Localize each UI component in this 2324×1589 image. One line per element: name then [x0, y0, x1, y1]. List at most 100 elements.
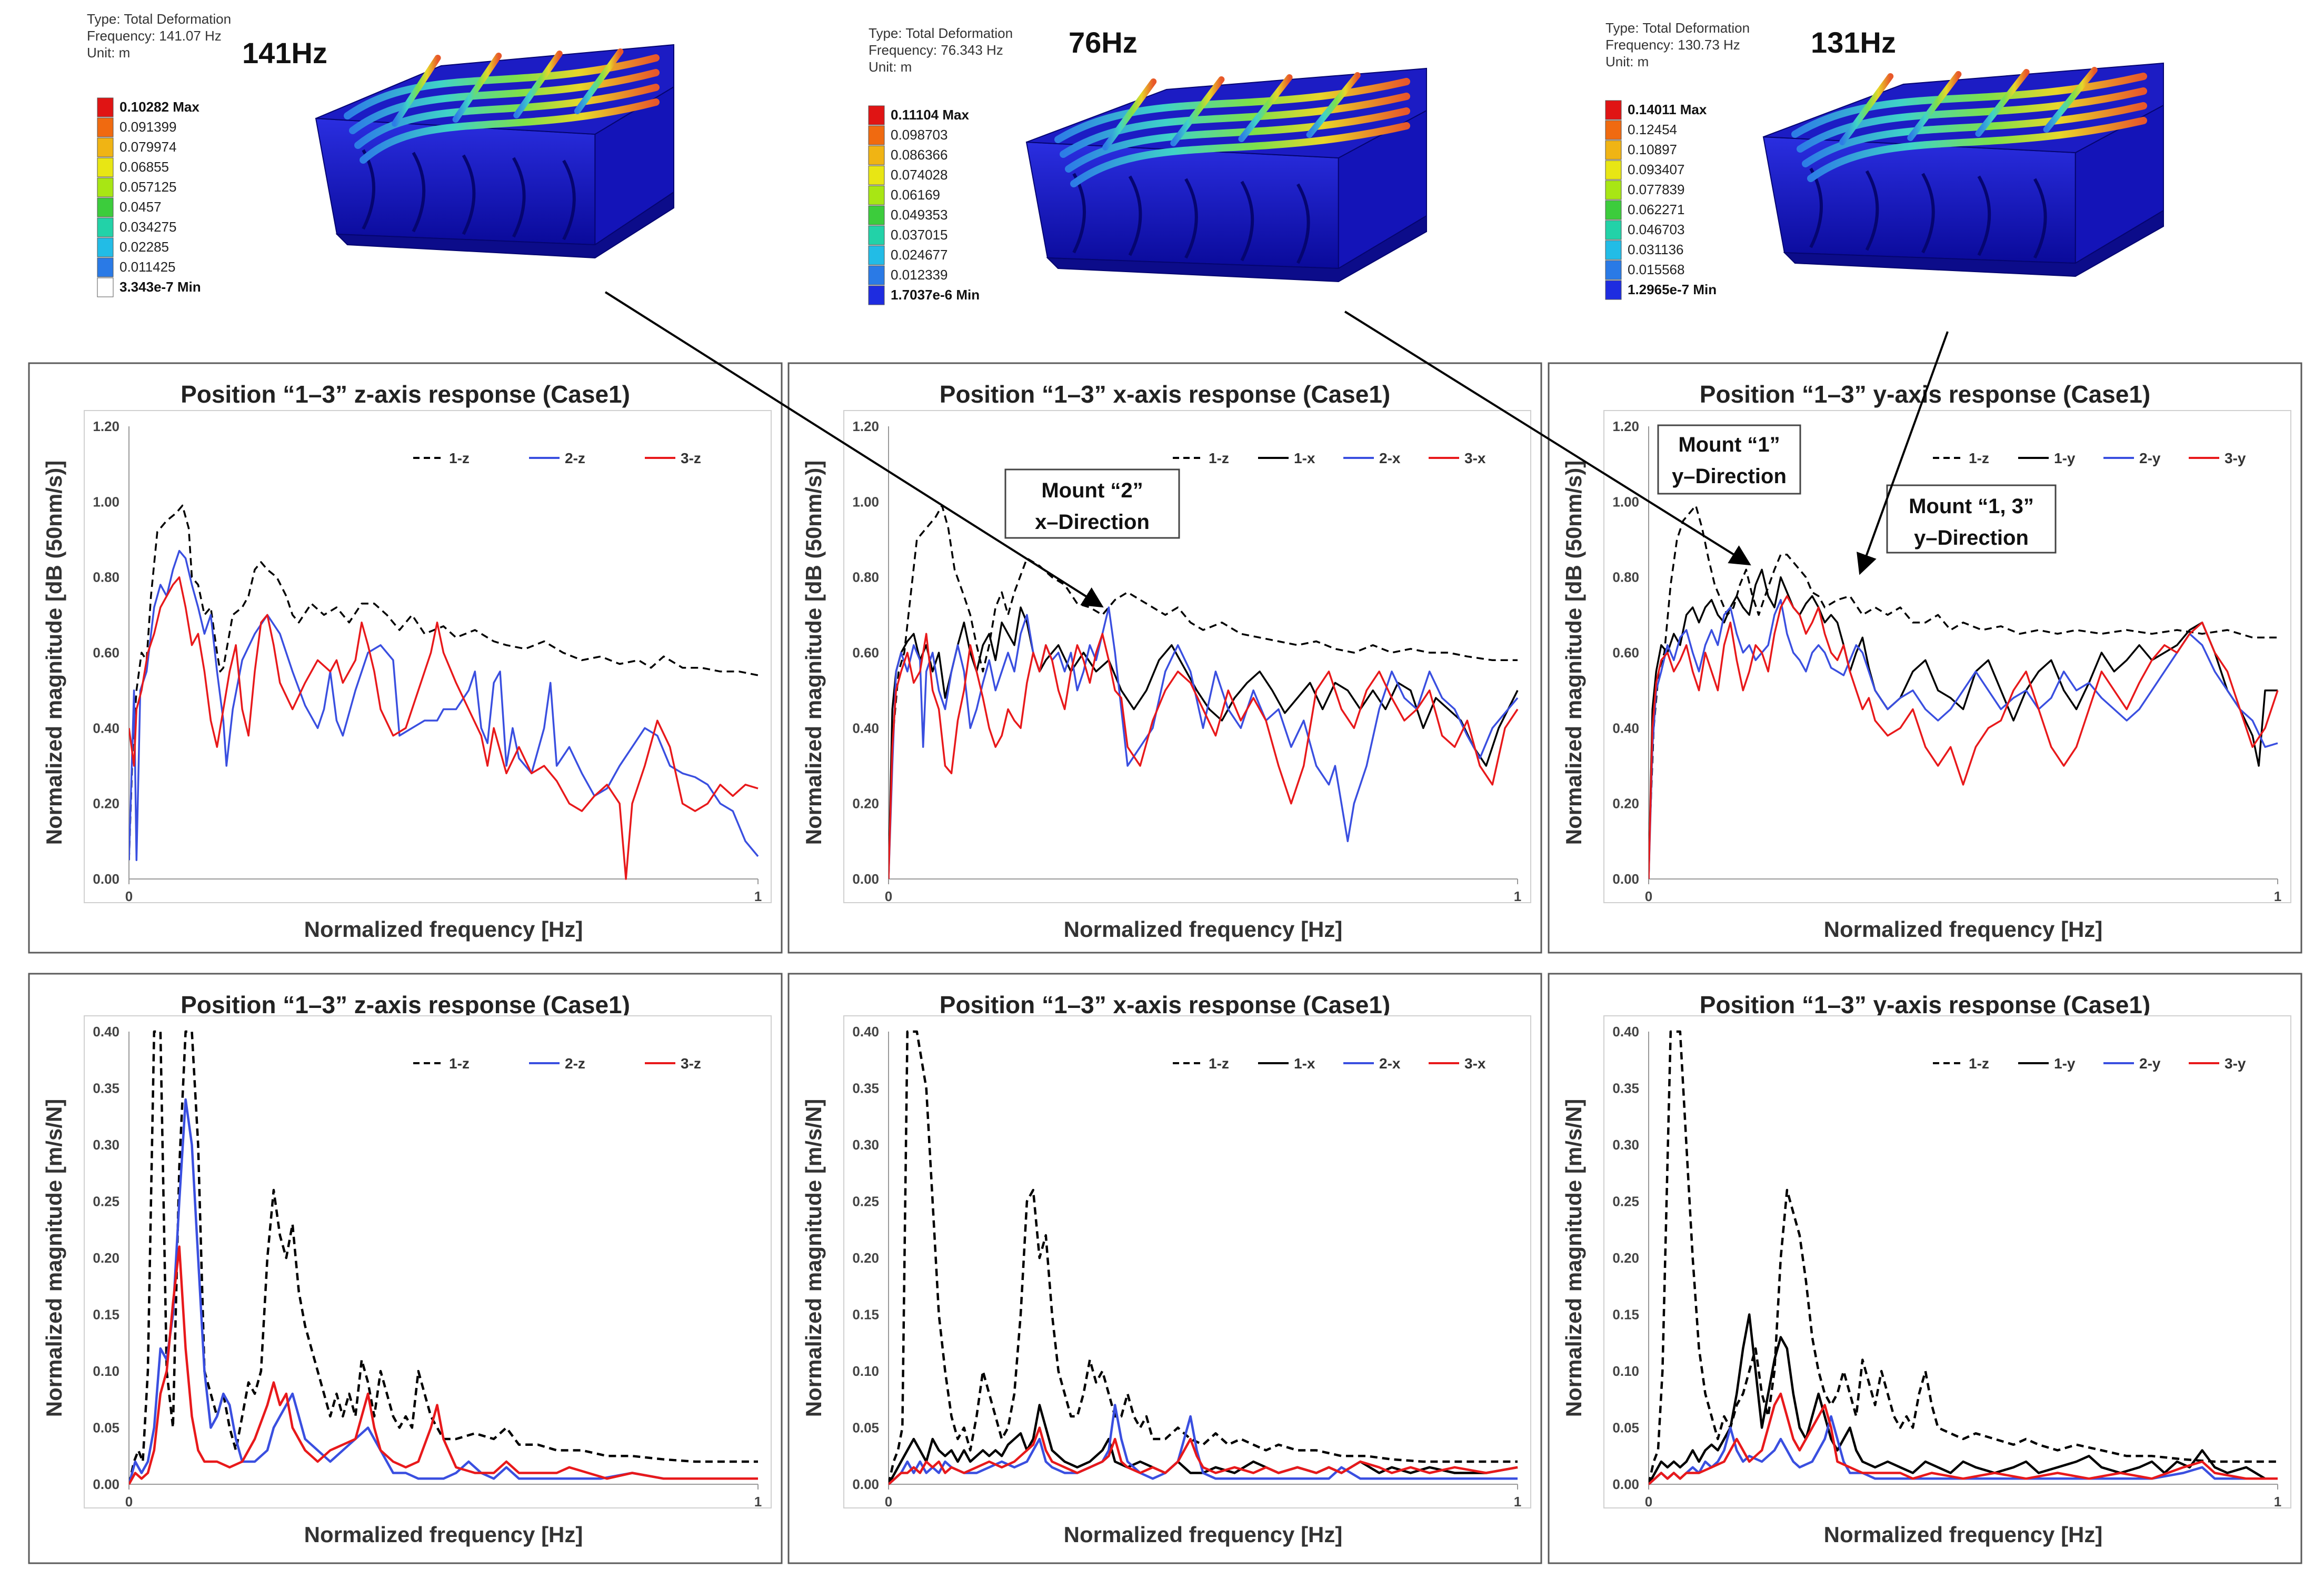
- y-axis-label: Normalized magnitude [dB (50nm/s)]: [801, 461, 826, 845]
- fea-scale-value: 0.012339: [891, 267, 947, 283]
- y-tick-label: 0.25: [1612, 1194, 1639, 1210]
- legend-item-1-y: 1-y: [2018, 450, 2076, 466]
- chart-panel-5: Position “1–3” x-axis response (Case1) 0.…: [787, 973, 1542, 1564]
- legend-label: 3-y: [2225, 450, 2246, 466]
- plot-area-border: [843, 1015, 1531, 1508]
- series-line-3-x: [889, 1426, 1518, 1485]
- fea-scale-swatch: [1605, 120, 1622, 140]
- legend-label: 2-y: [2139, 1055, 2161, 1072]
- legend-label: 1-y: [2054, 1055, 2076, 1072]
- plot-area-border: [1603, 1015, 2291, 1508]
- fea-scale-swatch: [97, 117, 114, 137]
- y-tick-label: 0.40: [93, 1024, 119, 1040]
- fea-scale-value: 1.2965e-7 Min: [1628, 282, 1717, 297]
- fea-scale-swatch: [1605, 240, 1622, 260]
- x-axis-label: Normalized frequency [Hz]: [1064, 917, 1343, 942]
- fea-type-label: Type: Total Deformation: [87, 11, 231, 27]
- y-tick-label: 1.00: [852, 494, 879, 509]
- fea-scale-swatch: [1605, 260, 1622, 280]
- fea-scale-value: 0.06855: [119, 159, 169, 175]
- x-tick-label: 0: [125, 1494, 133, 1510]
- fea-scale-value: 0.11104 Max: [891, 107, 969, 123]
- y-tick-label: 0.10: [93, 1363, 119, 1379]
- legend-label: 2-z: [565, 450, 585, 466]
- x-tick-label: 0: [125, 888, 133, 904]
- legend-item-2-x: 2-x: [1343, 1055, 1401, 1072]
- fea-scale-swatch: [97, 257, 114, 277]
- series-line-3-y: [1649, 595, 2279, 880]
- fea-scale-swatch: [97, 197, 114, 217]
- y-tick-label: 0.80: [852, 569, 879, 585]
- fea-scale-value: 3.343e-7 Min: [119, 279, 201, 295]
- y-tick-label: 0.40: [93, 720, 119, 736]
- series-line-1-x: [889, 606, 1519, 880]
- series-line-2-y: [1649, 598, 2278, 880]
- y-tick-label: 1.20: [852, 418, 879, 434]
- arrow-141hz-to-chart: [604, 291, 1104, 608]
- series-line-1-y: [1649, 568, 2278, 880]
- fea-scale-value: 0.02285: [119, 239, 169, 255]
- annotation-mount-1-line1: Mount “1”: [1678, 433, 1780, 456]
- annotation-mount-1-3-line2: y–Direction: [1914, 526, 2029, 549]
- fea-scale-value: 0.086366: [891, 147, 947, 163]
- y-axis-label: Normalized magnitude [m/s/N]: [42, 1099, 66, 1417]
- arrow-76hz-to-chart: [1344, 311, 1751, 566]
- fea-type-label: Type: Total Deformation: [1605, 20, 1750, 36]
- legend-label: 3-x: [1464, 450, 1486, 466]
- y-tick-label: 0.80: [1612, 569, 1639, 585]
- fea-scale-swatch: [868, 165, 885, 185]
- x-axis-label: Normalized frequency [Hz]: [304, 1522, 583, 1547]
- chart-panel-4: Position “1–3” z-axis response (Case1) 0.…: [28, 973, 783, 1564]
- fea-scale-value: 0.015568: [1628, 262, 1684, 277]
- x-tick-label: 0: [885, 1494, 892, 1510]
- legend-item-1-z: 1-z: [1173, 450, 1229, 466]
- legend-label: 1-z: [1209, 1055, 1229, 1072]
- y-tick-label: 0.40: [1612, 1024, 1639, 1040]
- fea-scale-swatch: [1605, 220, 1622, 240]
- legend-item-2-z: 2-z: [529, 1055, 585, 1072]
- series-line-3-y: [1649, 1392, 2278, 1485]
- fea-scale-swatch: [1605, 160, 1622, 180]
- series-line-1-z: [1649, 1030, 2278, 1485]
- y-tick-label: 0.15: [1612, 1307, 1639, 1323]
- fea-scale-value: 0.062271: [1628, 202, 1684, 217]
- y-tick-label: 0.00: [1612, 1476, 1639, 1492]
- y-tick-label: 0.10: [1612, 1363, 1639, 1379]
- x-tick-label: 1: [754, 888, 762, 904]
- y-axis-label: Normalized magnitude [m/s/N]: [801, 1099, 826, 1417]
- chart-title: Position “1–3” x-axis response (Case1): [940, 991, 1390, 1018]
- x-axis-label: Normalized frequency [Hz]: [1824, 917, 2103, 942]
- fea-scale-swatch: [868, 285, 885, 305]
- y-tick-label: 0.30: [852, 1137, 879, 1153]
- fea-scale-swatch: [1605, 100, 1622, 120]
- fea-color-scale: 0.11104 Max 0.098703 0.086366 0.074028 0.061…: [868, 105, 980, 305]
- x-tick-label: 1: [754, 1494, 762, 1510]
- fea-scale-value: 0.10282 Max: [119, 99, 200, 115]
- legend-item-2-z: 2-z: [529, 450, 585, 466]
- fea-scale-value: 0.049353: [891, 207, 947, 223]
- fea-unit-label: Unit: m: [87, 45, 130, 61]
- fea-unit-label: Unit: m: [1605, 54, 1649, 69]
- chart-panel-6: Position “1–3” y-axis response (Case1) 0.…: [1548, 973, 2302, 1564]
- fea-scale-value: 1.7037e-6 Min: [891, 287, 980, 303]
- series-line-3-z: [129, 1245, 758, 1485]
- y-tick-label: 0.20: [1612, 796, 1639, 812]
- x-tick-label: 0: [1645, 888, 1652, 904]
- fea-scale-swatch: [868, 105, 885, 125]
- legend-item-3-z: 3-z: [645, 1055, 701, 1072]
- legend-label: 1-x: [1294, 1055, 1315, 1072]
- x-tick-label: 0: [885, 888, 892, 904]
- y-tick-label: 0.35: [1612, 1081, 1639, 1096]
- y-tick-label: 0.20: [93, 796, 119, 812]
- fea-scale-value: 0.046703: [1628, 222, 1684, 237]
- fea-scale-swatch: [97, 277, 114, 297]
- series-line-3-z: [129, 576, 759, 880]
- legend-label: 1-z: [449, 1055, 470, 1072]
- legend-label: 1-z: [1969, 1055, 1989, 1072]
- legend-item-1-z: 1-z: [1933, 1055, 1989, 1072]
- legend-item-3-x: 3-x: [1429, 1055, 1486, 1072]
- fea-scale-value: 0.077839: [1628, 182, 1684, 197]
